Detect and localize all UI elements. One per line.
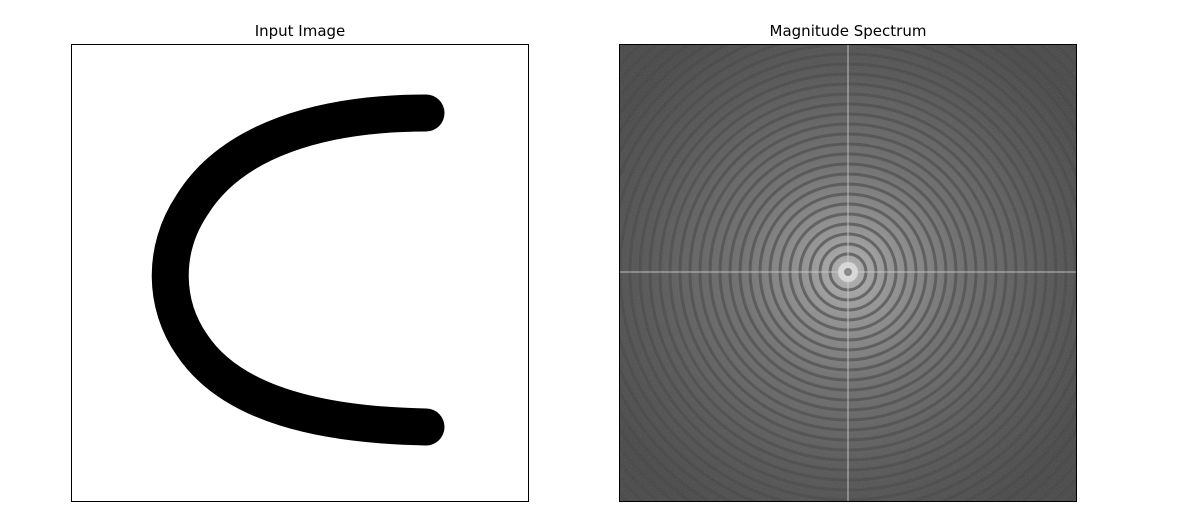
spectrum-center-dot — [844, 268, 852, 276]
magnitude-spectrum-canvas — [620, 45, 1076, 501]
c-shape-stroke — [151, 94, 445, 446]
magnitude-spectrum-title: Magnitude Spectrum — [769, 22, 927, 40]
input-image-panel — [71, 44, 529, 502]
input-image-title: Input Image — [254, 22, 346, 40]
input-image-canvas — [72, 45, 528, 501]
magnitude-spectrum-panel — [619, 44, 1077, 502]
